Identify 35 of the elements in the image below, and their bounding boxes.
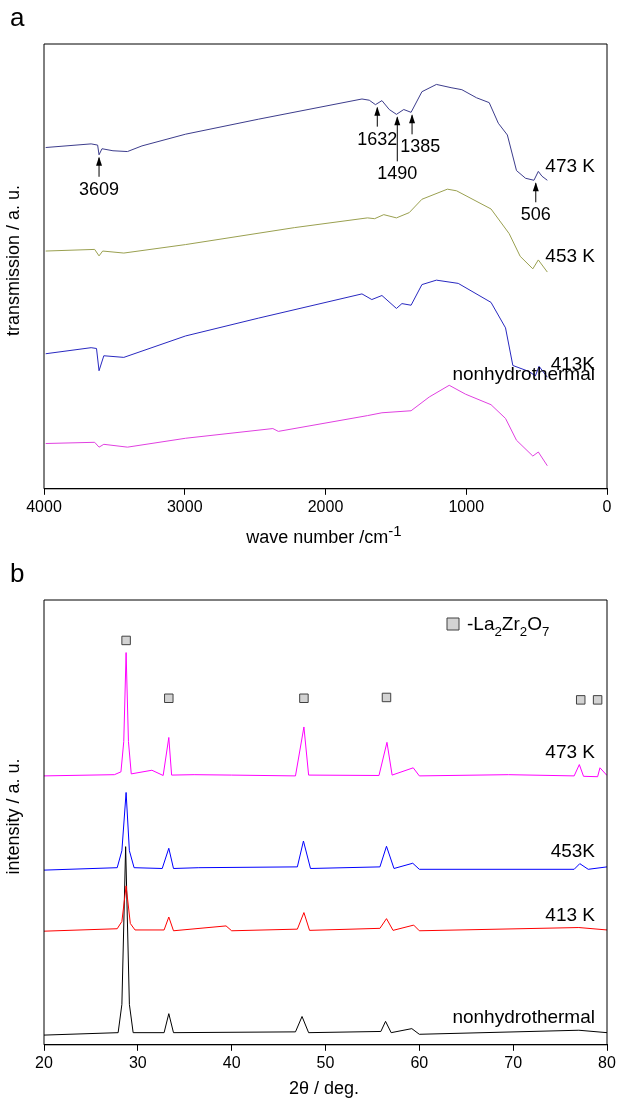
x-tick-label: 50 [316,1053,335,1071]
x-tick-label: 60 [410,1053,429,1071]
x-tick-label: 20 [35,1053,53,1071]
x-tick-label: 3000 [166,497,203,515]
point [592,695,603,705]
y-axis-title: transmission / a. u. [2,183,24,339]
x-tick-label: 0 [602,497,612,515]
point [575,695,586,705]
x-tick-label: 80 [598,1053,616,1071]
point [381,692,392,703]
series-label: 413 K [545,903,596,925]
point [164,693,174,703]
x-axis-title: wave number /cm$^{-1}$ [245,522,403,548]
x-tick-label: 2000 [307,497,344,515]
series-label: 453 K [545,245,596,267]
point [121,635,131,646]
annotation: 1632 [357,128,398,149]
annotation: 1490 [377,163,418,184]
chart-title: a [10,2,25,33]
x-tick-label: 4000 [26,497,62,515]
x-tick-label: 40 [222,1053,241,1071]
x-tick-label: 30 [128,1053,147,1071]
annotation: 506 [520,204,551,225]
annotation: 3609 [79,178,120,199]
series-label: 473 K [545,740,596,762]
x-tick-label: 70 [504,1053,523,1071]
x-axis-title: 2θ / deg. [287,1078,361,1099]
series-label: 473 K [545,154,596,176]
series-label: 453K [550,839,596,861]
annotation: 1385 [400,136,441,157]
chart-title: b [10,558,25,589]
point [299,693,309,703]
y-axis-title: intensity / a. u. [2,757,24,877]
x-tick-label: 1000 [448,497,485,515]
series-label: nonhydrothermal [452,1006,595,1028]
